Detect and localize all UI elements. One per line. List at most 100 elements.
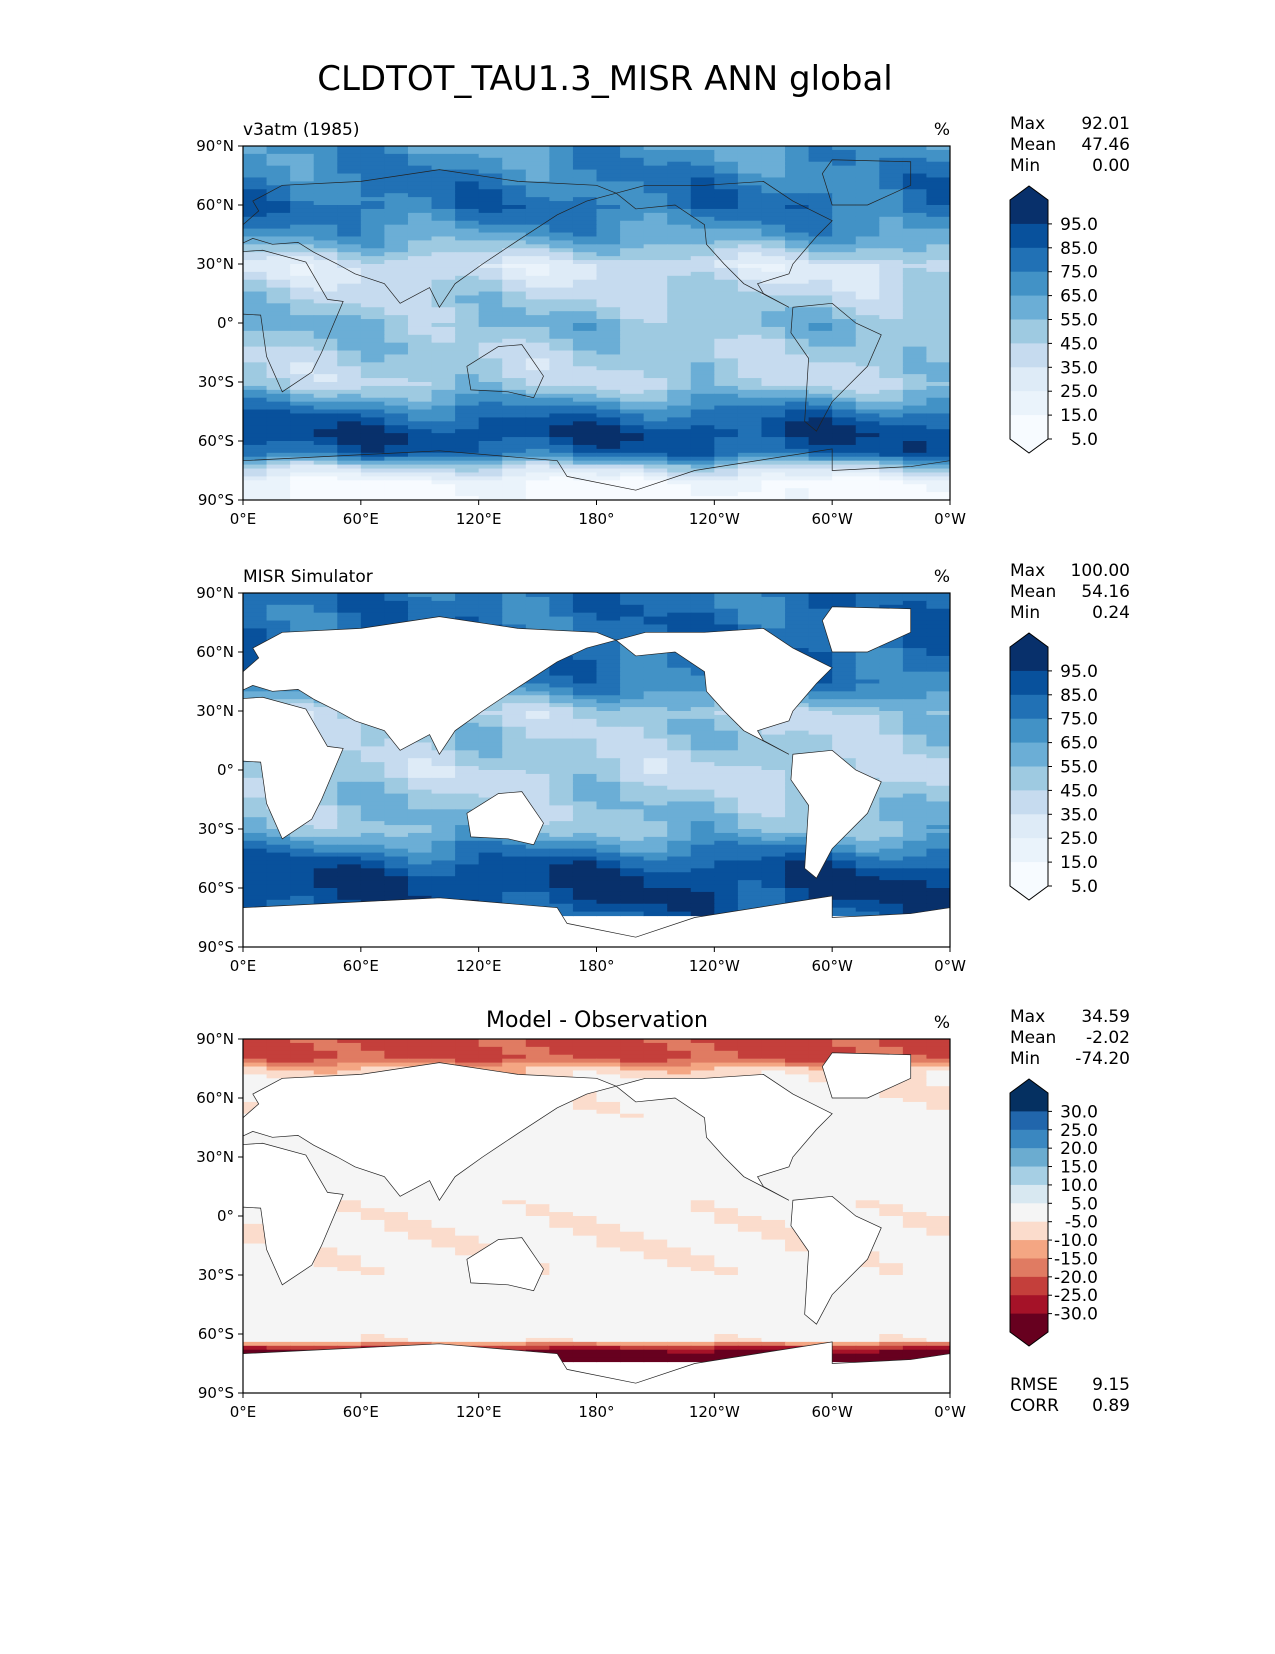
field-cell <box>384 790 408 795</box>
field-cell <box>408 268 432 273</box>
field-cell <box>667 311 691 316</box>
field-cell <box>549 770 573 775</box>
field-cell <box>526 264 550 269</box>
field-cell <box>761 197 785 202</box>
field-cell <box>903 177 927 182</box>
stat-value: 47.46 <box>1081 135 1130 155</box>
field-cell <box>879 774 903 779</box>
field-cell <box>785 343 809 348</box>
field-cell <box>620 174 644 179</box>
field-cell <box>502 347 526 352</box>
field-cell <box>620 146 644 151</box>
field-cell <box>337 461 361 466</box>
field-cell <box>290 370 314 375</box>
field-cell <box>691 347 715 352</box>
field-cell <box>243 272 267 277</box>
field-cell <box>809 746 833 751</box>
field-cell <box>597 664 621 669</box>
field-cell <box>290 492 314 497</box>
field-cell <box>455 798 479 803</box>
field-cell <box>691 449 715 454</box>
field-cell <box>337 762 361 767</box>
field-cell <box>502 746 526 751</box>
field-cell <box>408 331 432 336</box>
field-cell <box>479 429 503 434</box>
field-cell <box>714 790 738 795</box>
field-cell <box>620 613 644 618</box>
field-cell <box>361 857 385 862</box>
field-cell <box>455 386 479 391</box>
field-cell <box>856 676 880 681</box>
field-cell <box>455 327 479 332</box>
field-cell <box>738 339 762 344</box>
field-cell <box>408 189 432 194</box>
field-cell <box>620 872 644 877</box>
field-cell <box>832 256 856 261</box>
stat-value: 92.01 <box>1081 114 1130 134</box>
field-cell <box>785 233 809 238</box>
field-cell <box>243 229 267 234</box>
field-cell <box>361 307 385 312</box>
field-cell <box>337 150 361 155</box>
field-cell <box>714 727 738 732</box>
field-cell <box>243 833 267 838</box>
field-cell <box>337 240 361 245</box>
field-cell <box>526 723 550 728</box>
field-cell <box>337 402 361 407</box>
field-cell <box>691 723 715 728</box>
field-cell <box>620 786 644 791</box>
field-cell <box>290 472 314 477</box>
field-cell <box>573 366 597 371</box>
field-cell <box>597 801 621 806</box>
field-cell <box>903 394 927 399</box>
field-cell <box>597 429 621 434</box>
field-cell <box>290 225 314 230</box>
field-cell <box>644 449 668 454</box>
field-cell <box>597 351 621 356</box>
field-cell <box>879 723 903 728</box>
field-cell <box>455 158 479 163</box>
field-cell <box>738 750 762 755</box>
field-cell <box>432 805 456 810</box>
field-cell <box>432 786 456 791</box>
field-cell <box>408 880 432 885</box>
field-cell <box>738 229 762 234</box>
field-cell <box>502 480 526 485</box>
field-cell <box>832 731 856 736</box>
field-cell <box>314 347 338 352</box>
field-cell <box>620 354 644 359</box>
field-cell <box>832 417 856 422</box>
field-cell <box>785 837 809 842</box>
field-cell <box>384 177 408 182</box>
field-cell <box>926 801 950 806</box>
field-cell <box>408 213 432 218</box>
field-cell <box>573 703 597 708</box>
field-cell <box>384 390 408 395</box>
field-cell <box>644 354 668 359</box>
field-cell <box>573 166 597 171</box>
field-cell <box>290 433 314 438</box>
field-cell <box>502 876 526 881</box>
field-cell <box>526 441 550 446</box>
field-cell <box>667 601 691 606</box>
field-cell <box>597 410 621 415</box>
field-cell <box>620 213 644 218</box>
field-cell <box>691 699 715 704</box>
field-cell <box>761 158 785 163</box>
field-cell <box>384 762 408 767</box>
field-cell <box>361 370 385 375</box>
field-cell <box>644 347 668 352</box>
field-cell <box>549 750 573 755</box>
field-cell <box>573 480 597 485</box>
field-cell <box>667 739 691 744</box>
field-cell <box>597 727 621 732</box>
field-cell <box>361 390 385 395</box>
field-cell <box>761 221 785 226</box>
field-cell <box>479 315 503 320</box>
field-cell <box>691 209 715 214</box>
field-cell <box>879 786 903 791</box>
field-cell <box>714 268 738 273</box>
field-cell <box>691 382 715 387</box>
field-cell <box>644 472 668 477</box>
field-cell <box>455 465 479 470</box>
